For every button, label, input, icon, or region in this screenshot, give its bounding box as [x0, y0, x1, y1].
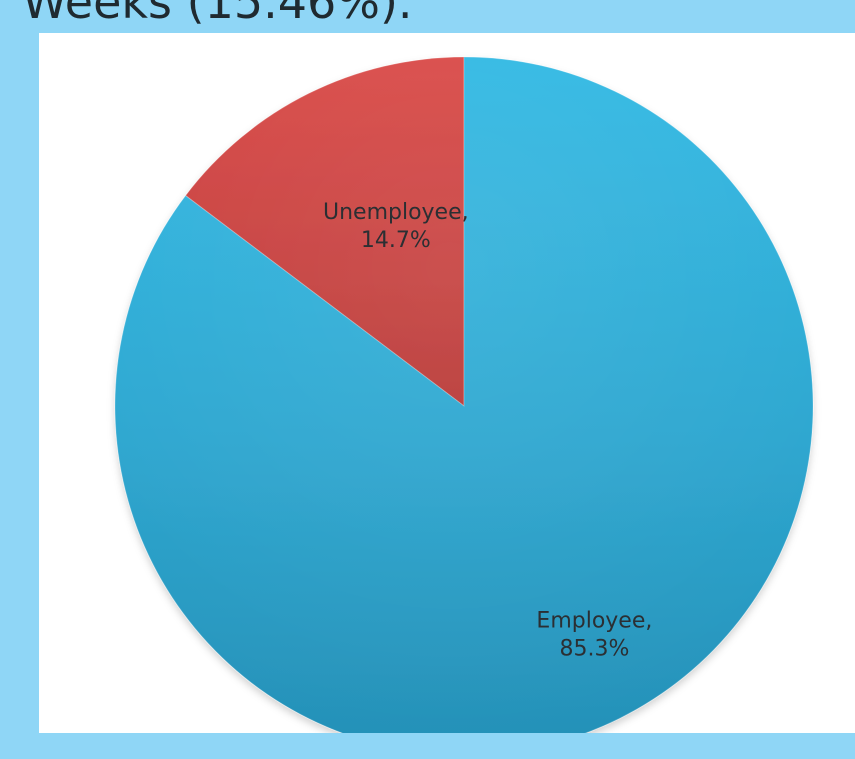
slice-label-employee-value: 85.3% [559, 637, 629, 662]
pie-sheen [115, 57, 813, 733]
pie-chart: Unemployee, 14.7% Employee, 85.3% [114, 56, 814, 733]
slice-label-unemployee: Unemployee, 14.7% [323, 200, 469, 253]
chart-panel: Unemployee, 14.7% Employee, 85.3% [39, 33, 855, 733]
slice-label-unemployee-value: 14.7% [361, 228, 431, 253]
slice-label-employee-name: Employee, [536, 609, 652, 634]
slice-label-unemployee-name: Unemployee, [323, 200, 469, 225]
slice-label-employee: Employee, 85.3% [536, 609, 652, 662]
heading-fragment: Weeks (15.46%). [22, 0, 413, 29]
